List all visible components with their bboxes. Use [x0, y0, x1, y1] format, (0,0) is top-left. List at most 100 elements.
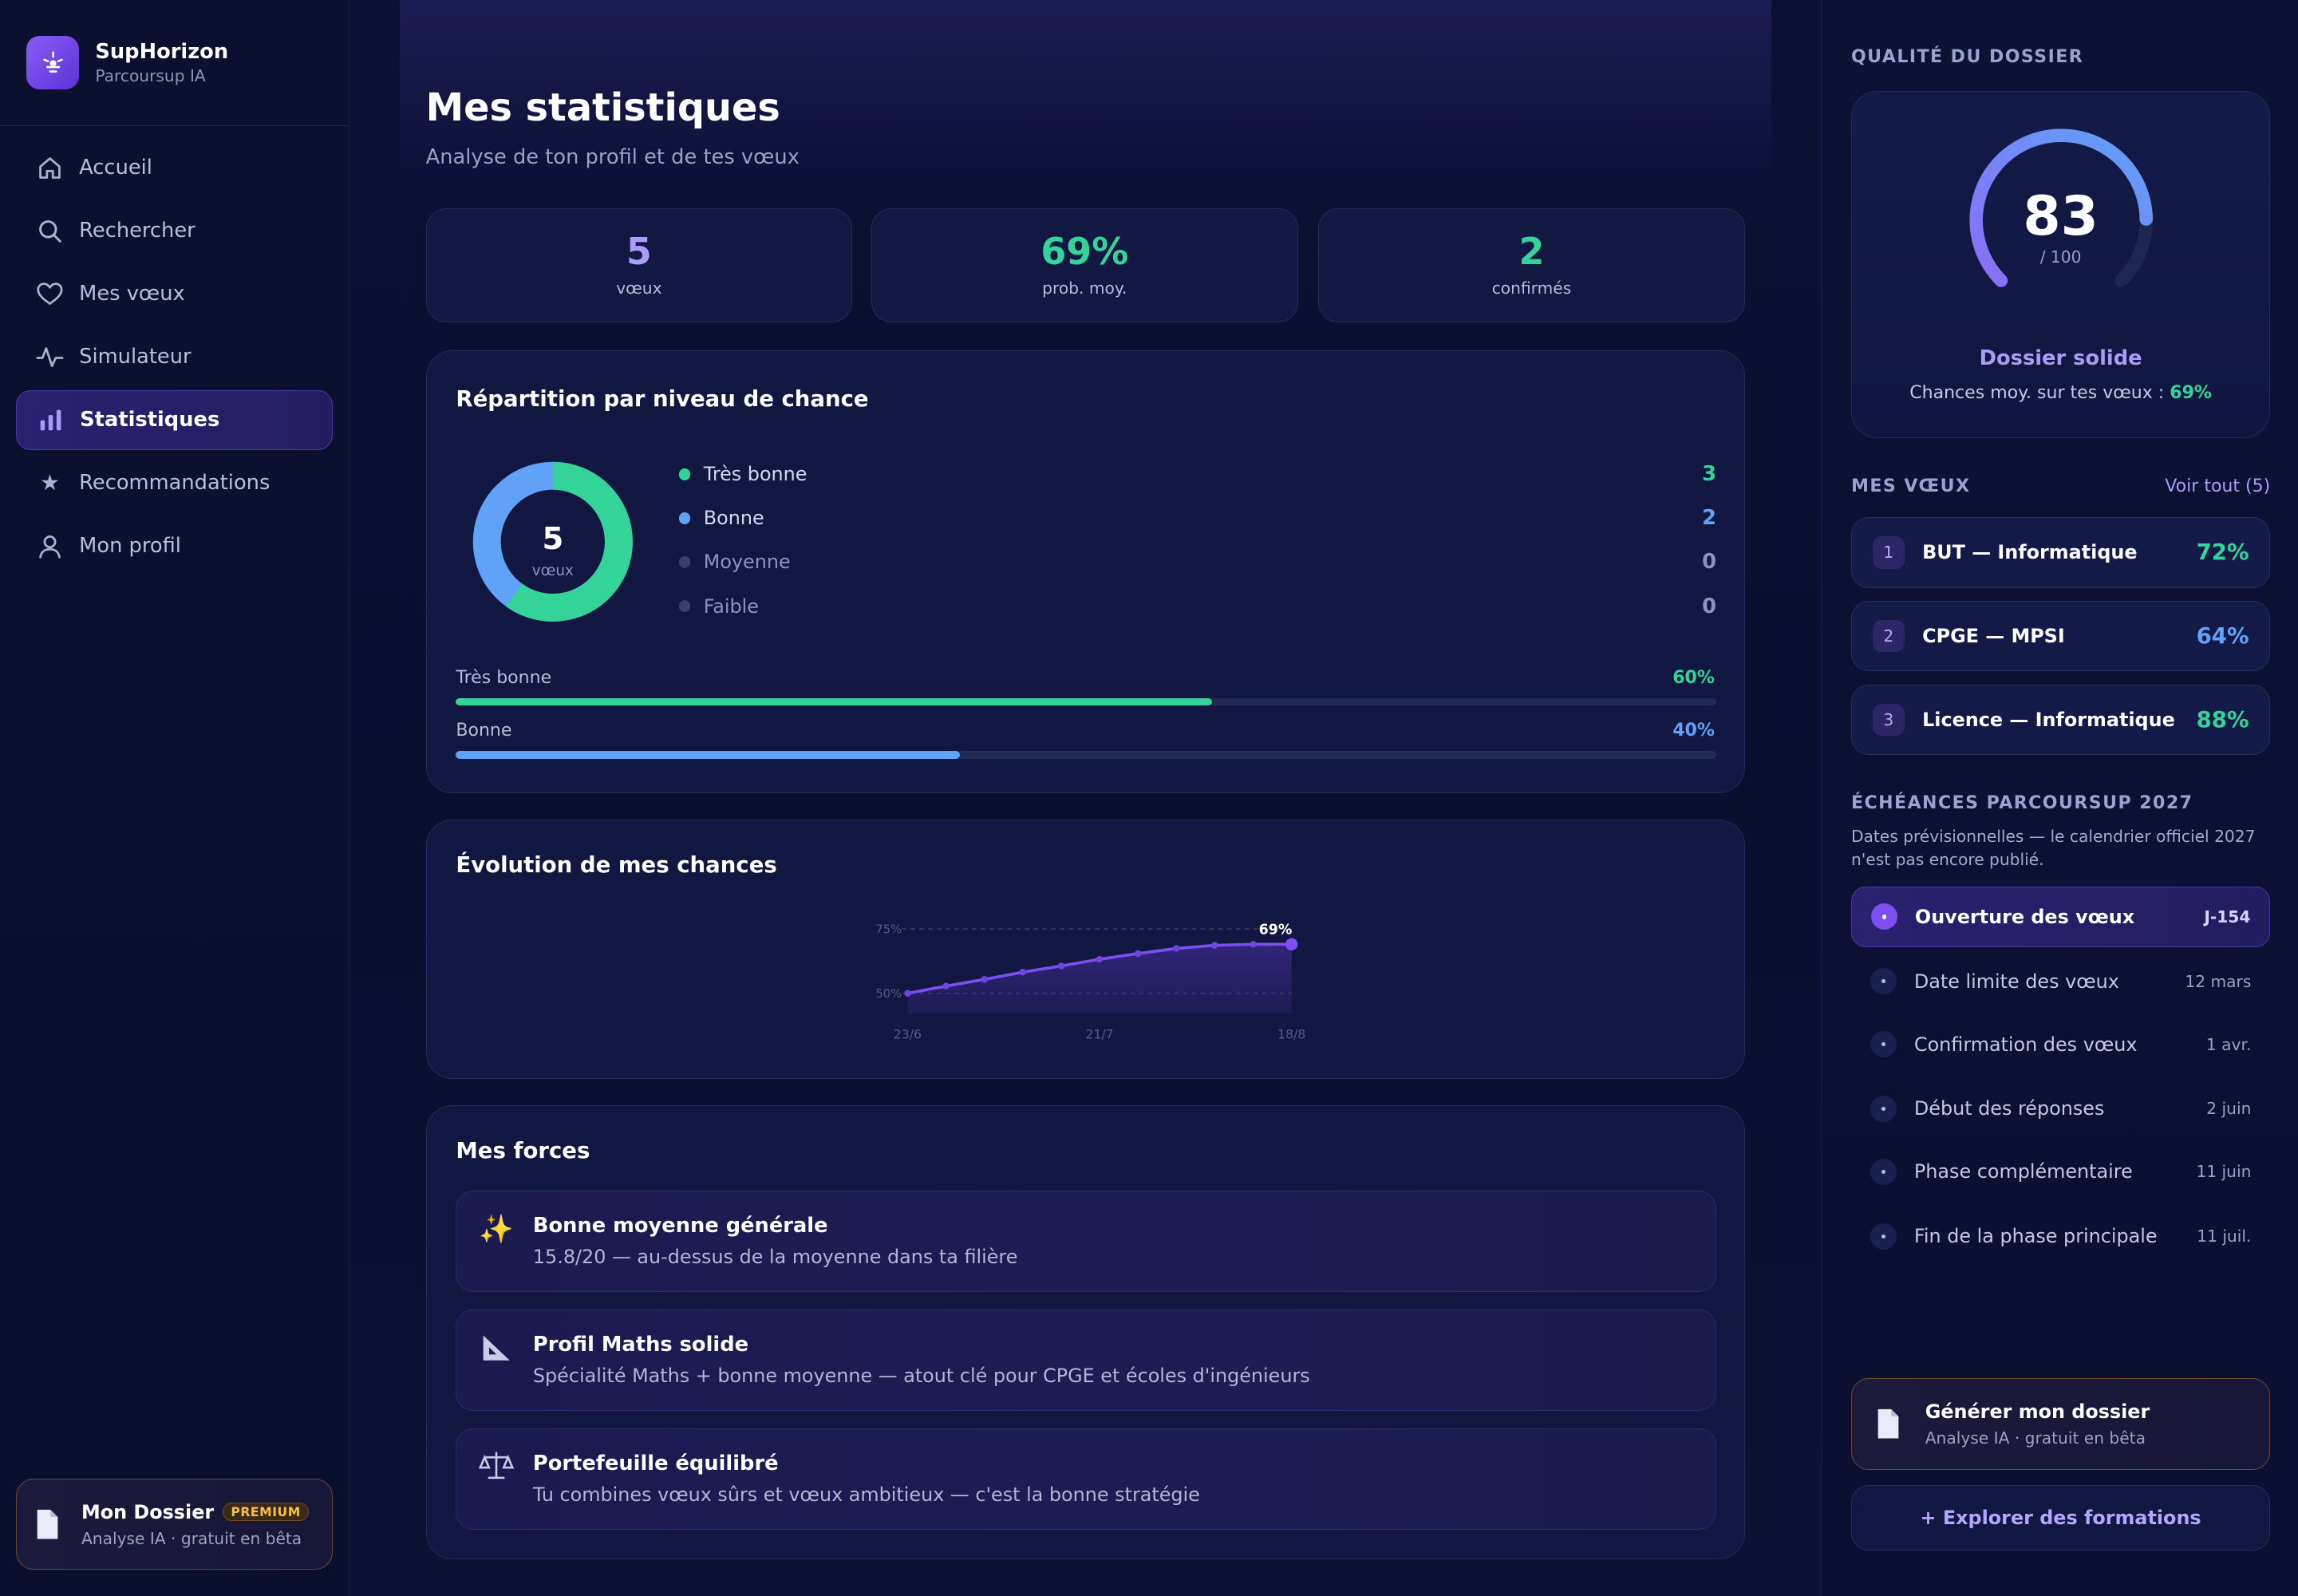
voeux-heading: MES VŒUX: [1850, 476, 1971, 496]
sidebar-item-rechercher[interactable]: Rechercher: [16, 201, 333, 261]
forces-title: Mes forces: [456, 1138, 590, 1164]
voeu-rank: 1: [1872, 536, 1905, 569]
sidebar-item-recommandations[interactable]: ★ Recommandations: [16, 452, 333, 512]
voeu-rank: 3: [1872, 703, 1905, 737]
echeance-name: Ouverture des vœux: [1914, 905, 2135, 928]
right-panel: QUALITÉ DU DOSSIER 83 / 100 Dossier soli…: [1821, 0, 2298, 1596]
voeu-pct: 72%: [2196, 539, 2249, 566]
data-point: [1249, 940, 1257, 948]
kpi-label: vœux: [616, 278, 662, 298]
sparkles-icon: ✨: [479, 1214, 514, 1246]
generer-dossier-title: Générer mon dossier: [1925, 1400, 2150, 1423]
kpi-confirmes: 2 confirmés: [1318, 207, 1745, 323]
bar-fill-tres-bonne: [456, 698, 1213, 706]
data-point: [1134, 950, 1142, 957]
echeance-date: 11 juil.: [2197, 1227, 2252, 1246]
timeline-dot-icon: [1870, 1223, 1897, 1250]
brand-name: SupHorizon: [95, 39, 229, 64]
quality-subtitle: Chances moy. sur tes vœux : 69%: [1852, 383, 2269, 403]
header-glow: [399, 0, 1771, 191]
evolution-card: Évolution de mes chances 75% 50% 69% 23/6 21…: [425, 819, 1745, 1079]
echeance-item[interactable]: Fin de la phase principale 11 juil.: [1851, 1207, 2270, 1266]
evolution-line-chart: 75% 50% 69% 23/6 21/7 18/8: [875, 922, 1305, 1041]
echeance-date: J-154: [2204, 907, 2251, 926]
page-subtitle: Analyse de ton profil et de tes vœux: [425, 144, 800, 169]
mon-dossier-subtitle: Analyse IA · gratuit en bêta: [81, 1528, 302, 1548]
sidebar-item-label: Simulateur: [79, 345, 192, 369]
generer-dossier-button[interactable]: Générer mon dossier Analyse IA · gratuit…: [1850, 1377, 2271, 1471]
kpi-value: 69%: [1040, 229, 1129, 273]
bar-pct-bonne: 40%: [1672, 720, 1715, 741]
sidebar-item-label: Statistiques: [80, 408, 220, 433]
echeance-name: Fin de la phase principale: [1913, 1225, 2158, 1248]
data-point: [1019, 968, 1026, 976]
echeance-name: Début des réponses: [1913, 1097, 2105, 1120]
echeance-item[interactable]: Ouverture des vœux J-154: [1850, 887, 2271, 947]
sidebar-item-mon-profil[interactable]: Mon profil: [16, 516, 333, 575]
mon-dossier-title: Mon Dossier: [81, 1500, 215, 1523]
sidebar-item-statistiques[interactable]: Statistiques: [16, 389, 333, 450]
echeances-heading: ÉCHÉANCES PARCOURSUP 2027: [1850, 792, 2193, 813]
voeu-name: Licence — Informatique: [1922, 708, 2175, 731]
brand[interactable]: SupHorizon Parcoursup IA: [0, 0, 349, 126]
force-title: Portefeuille équilibré: [532, 1451, 779, 1476]
repartition-title: Répartition par niveau de chance: [456, 386, 869, 413]
x-tick-label: 18/8: [1277, 1027, 1305, 1041]
voeu-item-2[interactable]: 2 CPGE — MPSI 64%: [1850, 601, 2271, 672]
data-label: 69%: [1258, 922, 1292, 938]
echeances-note: Dates prévisionnelles — le calendrier of…: [1850, 827, 2256, 870]
echeance-name: Phase complémentaire: [1913, 1160, 2133, 1183]
kpi-voeux: 5 vœux: [425, 207, 853, 323]
legend-label: Très bonne: [703, 463, 807, 486]
bar-track-tres-bonne: [456, 698, 1716, 706]
timeline-dot-icon: [1870, 1095, 1897, 1122]
bar-chart-icon: [36, 405, 65, 435]
brand-subtitle: Parcoursup IA: [95, 66, 206, 86]
sidebar-item-simulateur[interactable]: Simulateur: [16, 327, 333, 387]
legend-label: Faible: [703, 595, 759, 618]
quality-max: / 100: [2039, 247, 2082, 267]
bar-label-tres-bonne: Très bonne: [456, 667, 552, 688]
force-title: Bonne moyenne générale: [532, 1213, 828, 1238]
echeance-date: 2 juin: [2206, 1099, 2252, 1119]
sidebar: SupHorizon Parcoursup IA Accueil Recherc…: [0, 0, 350, 1596]
quality-score: 83: [2023, 185, 2099, 249]
echeance-item[interactable]: Confirmation des vœux 1 avr.: [1851, 1014, 2270, 1074]
voeu-item-3[interactable]: 3 Licence — Informatique 88%: [1850, 684, 2271, 755]
timeline-dot-icon: [1870, 968, 1897, 995]
user-icon: [35, 531, 65, 561]
donut-segment-tres-bonne: [472, 461, 633, 622]
legend-dot: [678, 600, 691, 612]
quality-heading: QUALITÉ DU DOSSIER: [1850, 46, 2084, 67]
echeance-date: 1 avr.: [2205, 1034, 2252, 1054]
legend-dot: [678, 468, 691, 480]
repartition-card: Répartition par niveau de chance 5 vœux …: [425, 350, 1745, 793]
document-icon: [34, 1508, 61, 1540]
voeu-name: CPGE — MPSI: [1922, 625, 2065, 648]
sidebar-nav: Accueil Rechercher Mes vœux Simulateur S…: [0, 126, 349, 576]
evolution-title: Évolution de mes chances: [456, 852, 777, 879]
brand-logo-icon: [26, 36, 80, 89]
quality-card: 83 / 100 Dossier solide Chances moy. sur…: [1850, 90, 2271, 439]
timeline-dot-icon: [1870, 1031, 1897, 1058]
sidebar-item-accueil[interactable]: Accueil: [16, 138, 333, 198]
bar-label-bonne: Bonne: [456, 720, 512, 741]
sidebar-item-mes-voeux[interactable]: Mes vœux: [16, 264, 333, 324]
quality-title: Dossier solide: [1979, 346, 2142, 371]
voeu-item-1[interactable]: 1 BUT — Informatique 72%: [1850, 517, 2271, 588]
echeance-item[interactable]: Date limite des vœux 12 mars: [1851, 951, 2270, 1011]
sidebar-item-label: Rechercher: [79, 219, 195, 243]
echeance-date: 12 mars: [2185, 971, 2252, 991]
gauge-fill: [1969, 128, 2154, 288]
sidebar-item-label: Recommandations: [79, 471, 270, 496]
explorer-formations-button[interactable]: + Explorer des formations: [1850, 1484, 2271, 1551]
echeance-item[interactable]: Phase complémentaire 11 juin: [1851, 1142, 2270, 1202]
force-item: Profil Maths solide Spécialité Maths + b…: [456, 1310, 1716, 1411]
triangle-ruler-icon: [479, 1331, 514, 1366]
voir-tout-link[interactable]: Voir tout (5): [2165, 476, 2271, 496]
voeu-pct: 64%: [2196, 623, 2249, 650]
y-tick-label: 75%: [875, 922, 902, 936]
echeance-item[interactable]: Début des réponses 2 juin: [1851, 1079, 2270, 1139]
mon-dossier-card[interactable]: Mon Dossier PREMIUM Analyse IA · gratuit…: [16, 1479, 333, 1570]
legend-faible: Faible 0: [678, 591, 1716, 621]
